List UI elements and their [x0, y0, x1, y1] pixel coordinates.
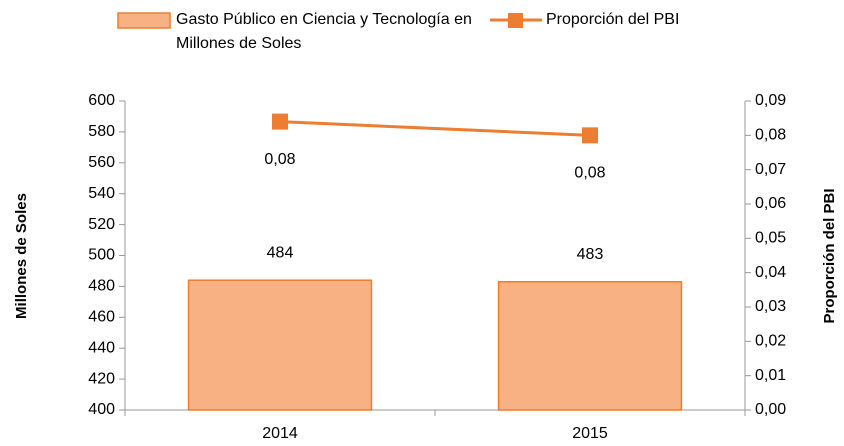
- y2-tick-label: 0,01: [755, 367, 786, 384]
- y2-tick-label: 0,03: [755, 298, 786, 315]
- y2-tick-label: 0,09: [755, 92, 786, 109]
- y2-tick-label: 0,05: [755, 230, 786, 247]
- line-value-label: 0,08: [574, 165, 605, 182]
- y-tick-label: 520: [88, 216, 115, 233]
- x-tick-label: 2015: [572, 425, 608, 442]
- bar-value-label: 484: [267, 244, 294, 261]
- legend-label: Proporción del PBI: [546, 11, 679, 28]
- y-tick-label: 600: [88, 92, 115, 109]
- y-tick-label: 560: [88, 154, 115, 171]
- bar: [497, 281, 683, 411]
- y2-tick-label: 0,08: [755, 127, 786, 144]
- legend-label: Gasto Público en Ciencia y Tecnología en…: [176, 11, 472, 52]
- legend-bar-swatch: [117, 12, 171, 29]
- y-tick-label: 420: [88, 370, 115, 387]
- x-tick-label: 2014: [262, 425, 298, 442]
- y-tick-label: 400: [88, 401, 115, 418]
- y2-axis-title: Proporción del PBI: [821, 188, 838, 323]
- y-tick-label: 480: [88, 278, 115, 295]
- y-tick-label: 500: [88, 247, 115, 264]
- y-axis-title: Millones de Soles: [13, 193, 30, 319]
- y2-tick-label: 0,07: [755, 161, 786, 178]
- bar: [187, 279, 373, 411]
- legend-line-marker: [508, 13, 523, 28]
- line-marker: [582, 127, 598, 144]
- y-tick-label: 580: [88, 123, 115, 140]
- y2-tick-label: 0,06: [755, 195, 786, 212]
- line: [279, 120, 591, 137]
- y-tick-label: 460: [88, 309, 115, 326]
- y2-tick-label: 0,04: [755, 264, 786, 281]
- y-tick-label: 540: [88, 185, 115, 202]
- line-marker: [272, 113, 288, 130]
- y2-tick-label: 0,02: [755, 333, 786, 350]
- bar-value-label: 483: [577, 246, 604, 263]
- y2-tick-label: 0,00: [755, 401, 786, 418]
- y-tick-label: 440: [88, 339, 115, 356]
- line-value-label: 0,08: [264, 151, 295, 168]
